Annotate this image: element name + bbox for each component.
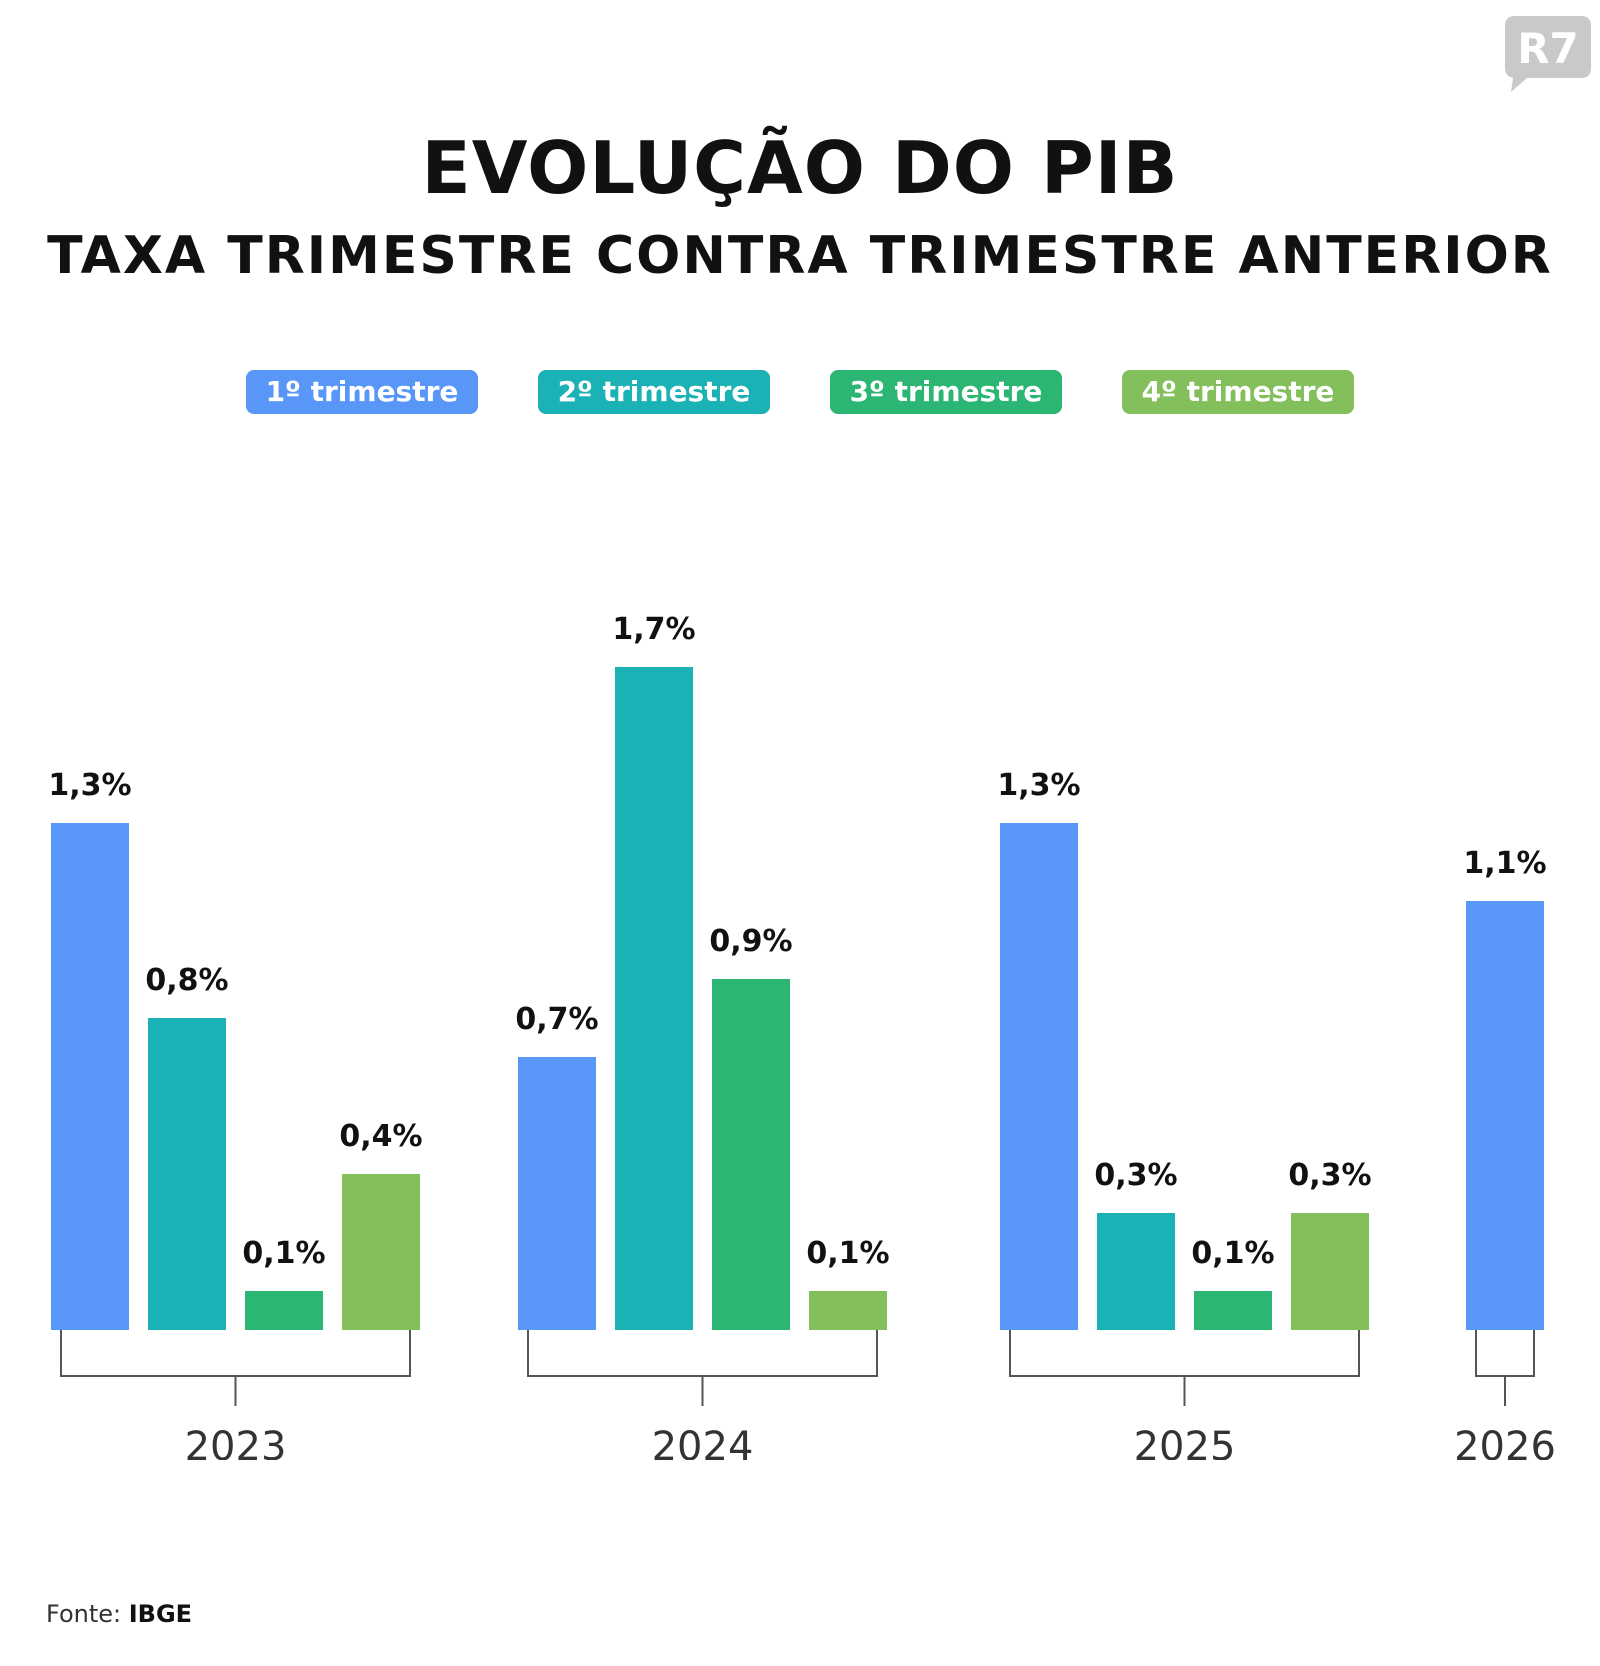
year-label-2023: 2023 [185,1424,287,1460]
data-label-2023-q1: 1,3% [48,768,131,803]
chart-title: EVOLUÇÃO DO PIB [421,126,1179,210]
data-label-2024-q2: 1,7% [612,612,695,647]
chart-subtitle: TAXA TRIMESTRE CONTRA TRIMESTRE ANTERIOR [47,226,1553,286]
legend-item-3: 3º trimestre [830,370,1062,414]
bar-chart: 1,3% 0,8% 0,1% 0,4% 2023 0,7% 1,7% 0,9% 0,1% 2024… [48,612,1556,1460]
year-label-2025: 2025 [1134,1424,1236,1460]
year-bracket-2025 [1009,1330,1360,1406]
bar-2023-q1 [51,823,129,1330]
data-label-2024-q4: 0,1% [806,1236,889,1271]
year-label-2026: 2026 [1454,1424,1556,1460]
legend-item-1: 1º trimestre [246,370,478,414]
data-label-2025-q4: 0,3% [1288,1158,1371,1193]
bar-2023-q4 [342,1174,420,1330]
data-label-2025-q3: 0,1% [1191,1236,1274,1271]
data-label-2026-q1: 1,1% [1463,846,1546,881]
bar-2025-q1 [1000,823,1078,1330]
bar-2024-q4 [809,1291,887,1330]
year-bracket-2024 [527,1330,878,1406]
logo-badge-shape [1505,16,1591,92]
data-label-2023-q2: 0,8% [145,963,228,998]
bar-2024-q2 [615,667,693,1330]
logo-text: R7 [1517,24,1579,73]
data-label-2025-q2: 0,3% [1094,1158,1177,1193]
year-bracket-2026 [1475,1330,1535,1406]
bar-2025-q3 [1194,1291,1272,1330]
bar-2025-q2 [1097,1213,1175,1330]
r7-logo: R7 [1505,16,1591,92]
data-label-2024-q3: 0,9% [709,924,792,959]
bar-2025-q4 [1291,1213,1369,1330]
bar-2026-q1 [1466,901,1544,1330]
data-label-2023-q4: 0,4% [339,1119,422,1154]
source-label: Fonte: [46,1600,122,1628]
source-value: IBGE [128,1600,193,1628]
data-label-2023-q3: 0,1% [242,1236,325,1271]
bar-2023-q2 [148,1018,226,1330]
source-note: Fonte: IBGE [46,1600,192,1628]
data-label-2024-q1: 0,7% [515,1002,598,1037]
year-label-2024: 2024 [652,1424,754,1460]
legend-item-4: 4º trimestre [1122,370,1354,414]
legend-item-2: 2º trimestre [538,370,770,414]
bar-2024-q3 [712,979,790,1330]
data-label-2025-q1: 1,3% [997,768,1080,803]
bar-2023-q3 [245,1291,323,1330]
year-bracket-2023 [60,1330,411,1406]
legend: 1º trimestre 2º trimestre 3º trimestre 4º t… [0,370,1600,414]
bar-2024-q1 [518,1057,596,1330]
